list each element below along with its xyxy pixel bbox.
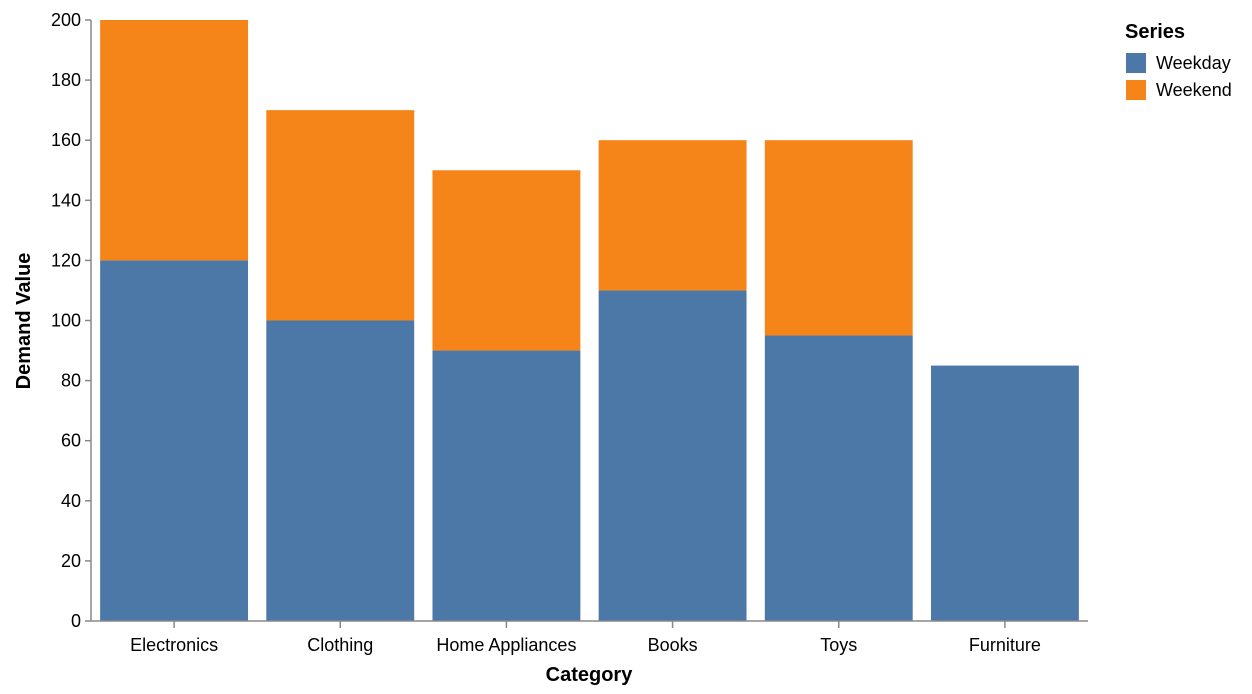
bar-toys-weekend	[764, 140, 913, 336]
legend: Series Weekday Weekend	[1125, 21, 1232, 100]
legend-title: Series	[1125, 21, 1185, 43]
legend-label-weekday: Weekday	[1156, 53, 1231, 73]
bar-clothing-weekday	[266, 320, 415, 621]
x-tick-label: Toys	[820, 635, 857, 655]
bar-home-appliances-weekday	[432, 350, 581, 621]
legend-swatch-weekend	[1126, 80, 1146, 100]
y-tick-label: 200	[51, 10, 81, 30]
x-tick-label: Electronics	[130, 635, 218, 655]
x-tick-label: Home Appliances	[436, 635, 576, 655]
y-axis-title: Demand Value	[13, 253, 35, 390]
y-tick-label: 180	[51, 70, 81, 90]
bars-layer	[100, 20, 1079, 621]
legend-items: Weekday Weekend	[1126, 53, 1232, 100]
legend-swatch-weekday	[1126, 53, 1146, 73]
y-tick-label: 160	[51, 130, 81, 150]
bar-home-appliances-weekend	[432, 170, 581, 351]
x-tick-label: Furniture	[969, 635, 1041, 655]
bar-electronics-weekend	[100, 20, 249, 261]
y-axis: 0 20 40 60 80 100 120 140 160 180 200	[51, 10, 92, 631]
bar-clothing-weekend	[266, 110, 415, 321]
y-tick-label: 120	[51, 250, 81, 270]
y-tick-label: 140	[51, 190, 81, 210]
bar-books-weekday	[598, 290, 747, 621]
y-tick-label: 100	[51, 311, 81, 331]
x-tick-label: Books	[648, 635, 698, 655]
y-tick-label: 80	[61, 371, 81, 391]
bar-toys-weekday	[764, 335, 913, 621]
y-tick-label: 40	[61, 491, 81, 511]
y-tick-label: 60	[61, 431, 81, 451]
x-axis: Electronics Clothing Home Appliances Books T…	[91, 620, 1088, 655]
y-tick-label: 0	[71, 611, 81, 631]
bar-books-weekend	[598, 140, 747, 291]
x-tick-label: Clothing	[307, 635, 373, 655]
x-axis-title: Category	[546, 664, 634, 686]
bar-furniture-weekday	[930, 365, 1079, 621]
legend-label-weekend: Weekend	[1156, 80, 1232, 100]
y-tick-label: 20	[61, 551, 81, 571]
bar-electronics-weekday	[100, 260, 249, 621]
